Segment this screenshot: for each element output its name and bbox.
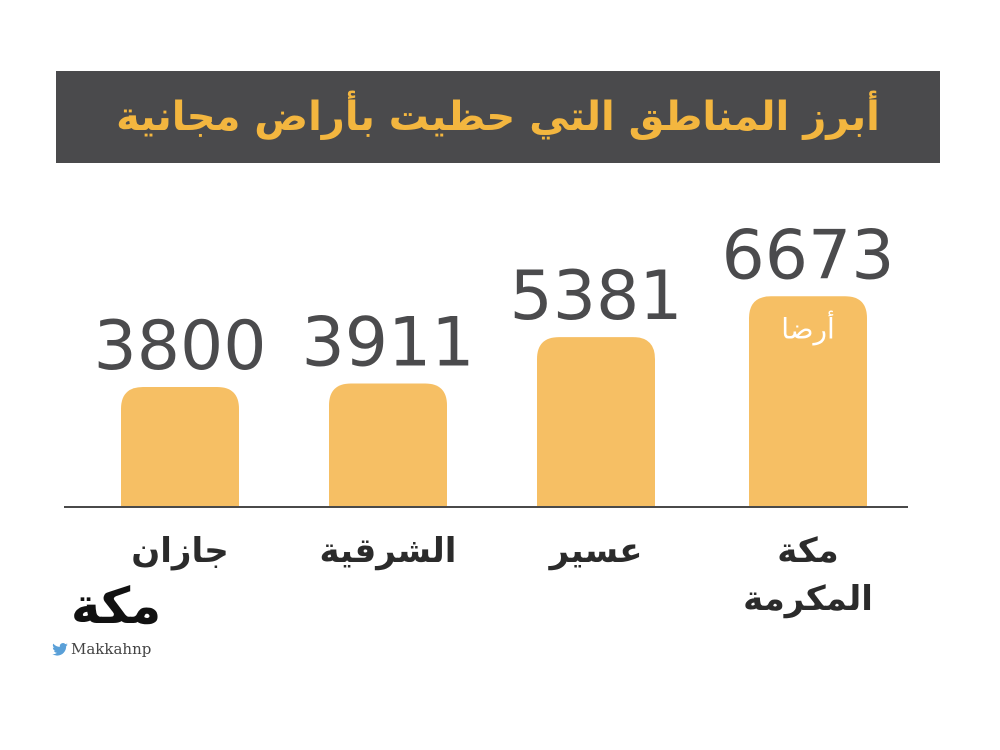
- bar: [329, 383, 447, 507]
- logo-mark: مكة: [70, 577, 162, 635]
- bar-value-label: 5381: [509, 257, 682, 336]
- category-label: المكرمة: [743, 579, 873, 619]
- category-label: جازان: [131, 531, 229, 571]
- bar-value-label: 3800: [93, 307, 266, 386]
- bar-value-label: 6673: [721, 216, 894, 295]
- bar: [537, 337, 655, 507]
- handle-text: Makkahnp: [71, 640, 152, 658]
- chart-title: أبرز المناطق التي حظيت بأراض مجانية: [116, 94, 880, 140]
- title-banner: أبرز المناطق التي حظيت بأراض مجانية: [56, 71, 940, 163]
- category-label: مكة: [777, 531, 838, 571]
- bar: [121, 387, 239, 507]
- twitter-bird-icon: [52, 642, 68, 656]
- category-label: عسير: [548, 531, 643, 571]
- twitter-handle: Makkahnp: [52, 640, 151, 658]
- bar-value-label: 3911: [301, 304, 474, 383]
- unit-label: أرضا: [781, 309, 835, 345]
- category-label: الشرقية: [320, 531, 457, 571]
- makkah-logo: مكة Makkahnp: [42, 580, 192, 660]
- bar: [749, 296, 867, 507]
